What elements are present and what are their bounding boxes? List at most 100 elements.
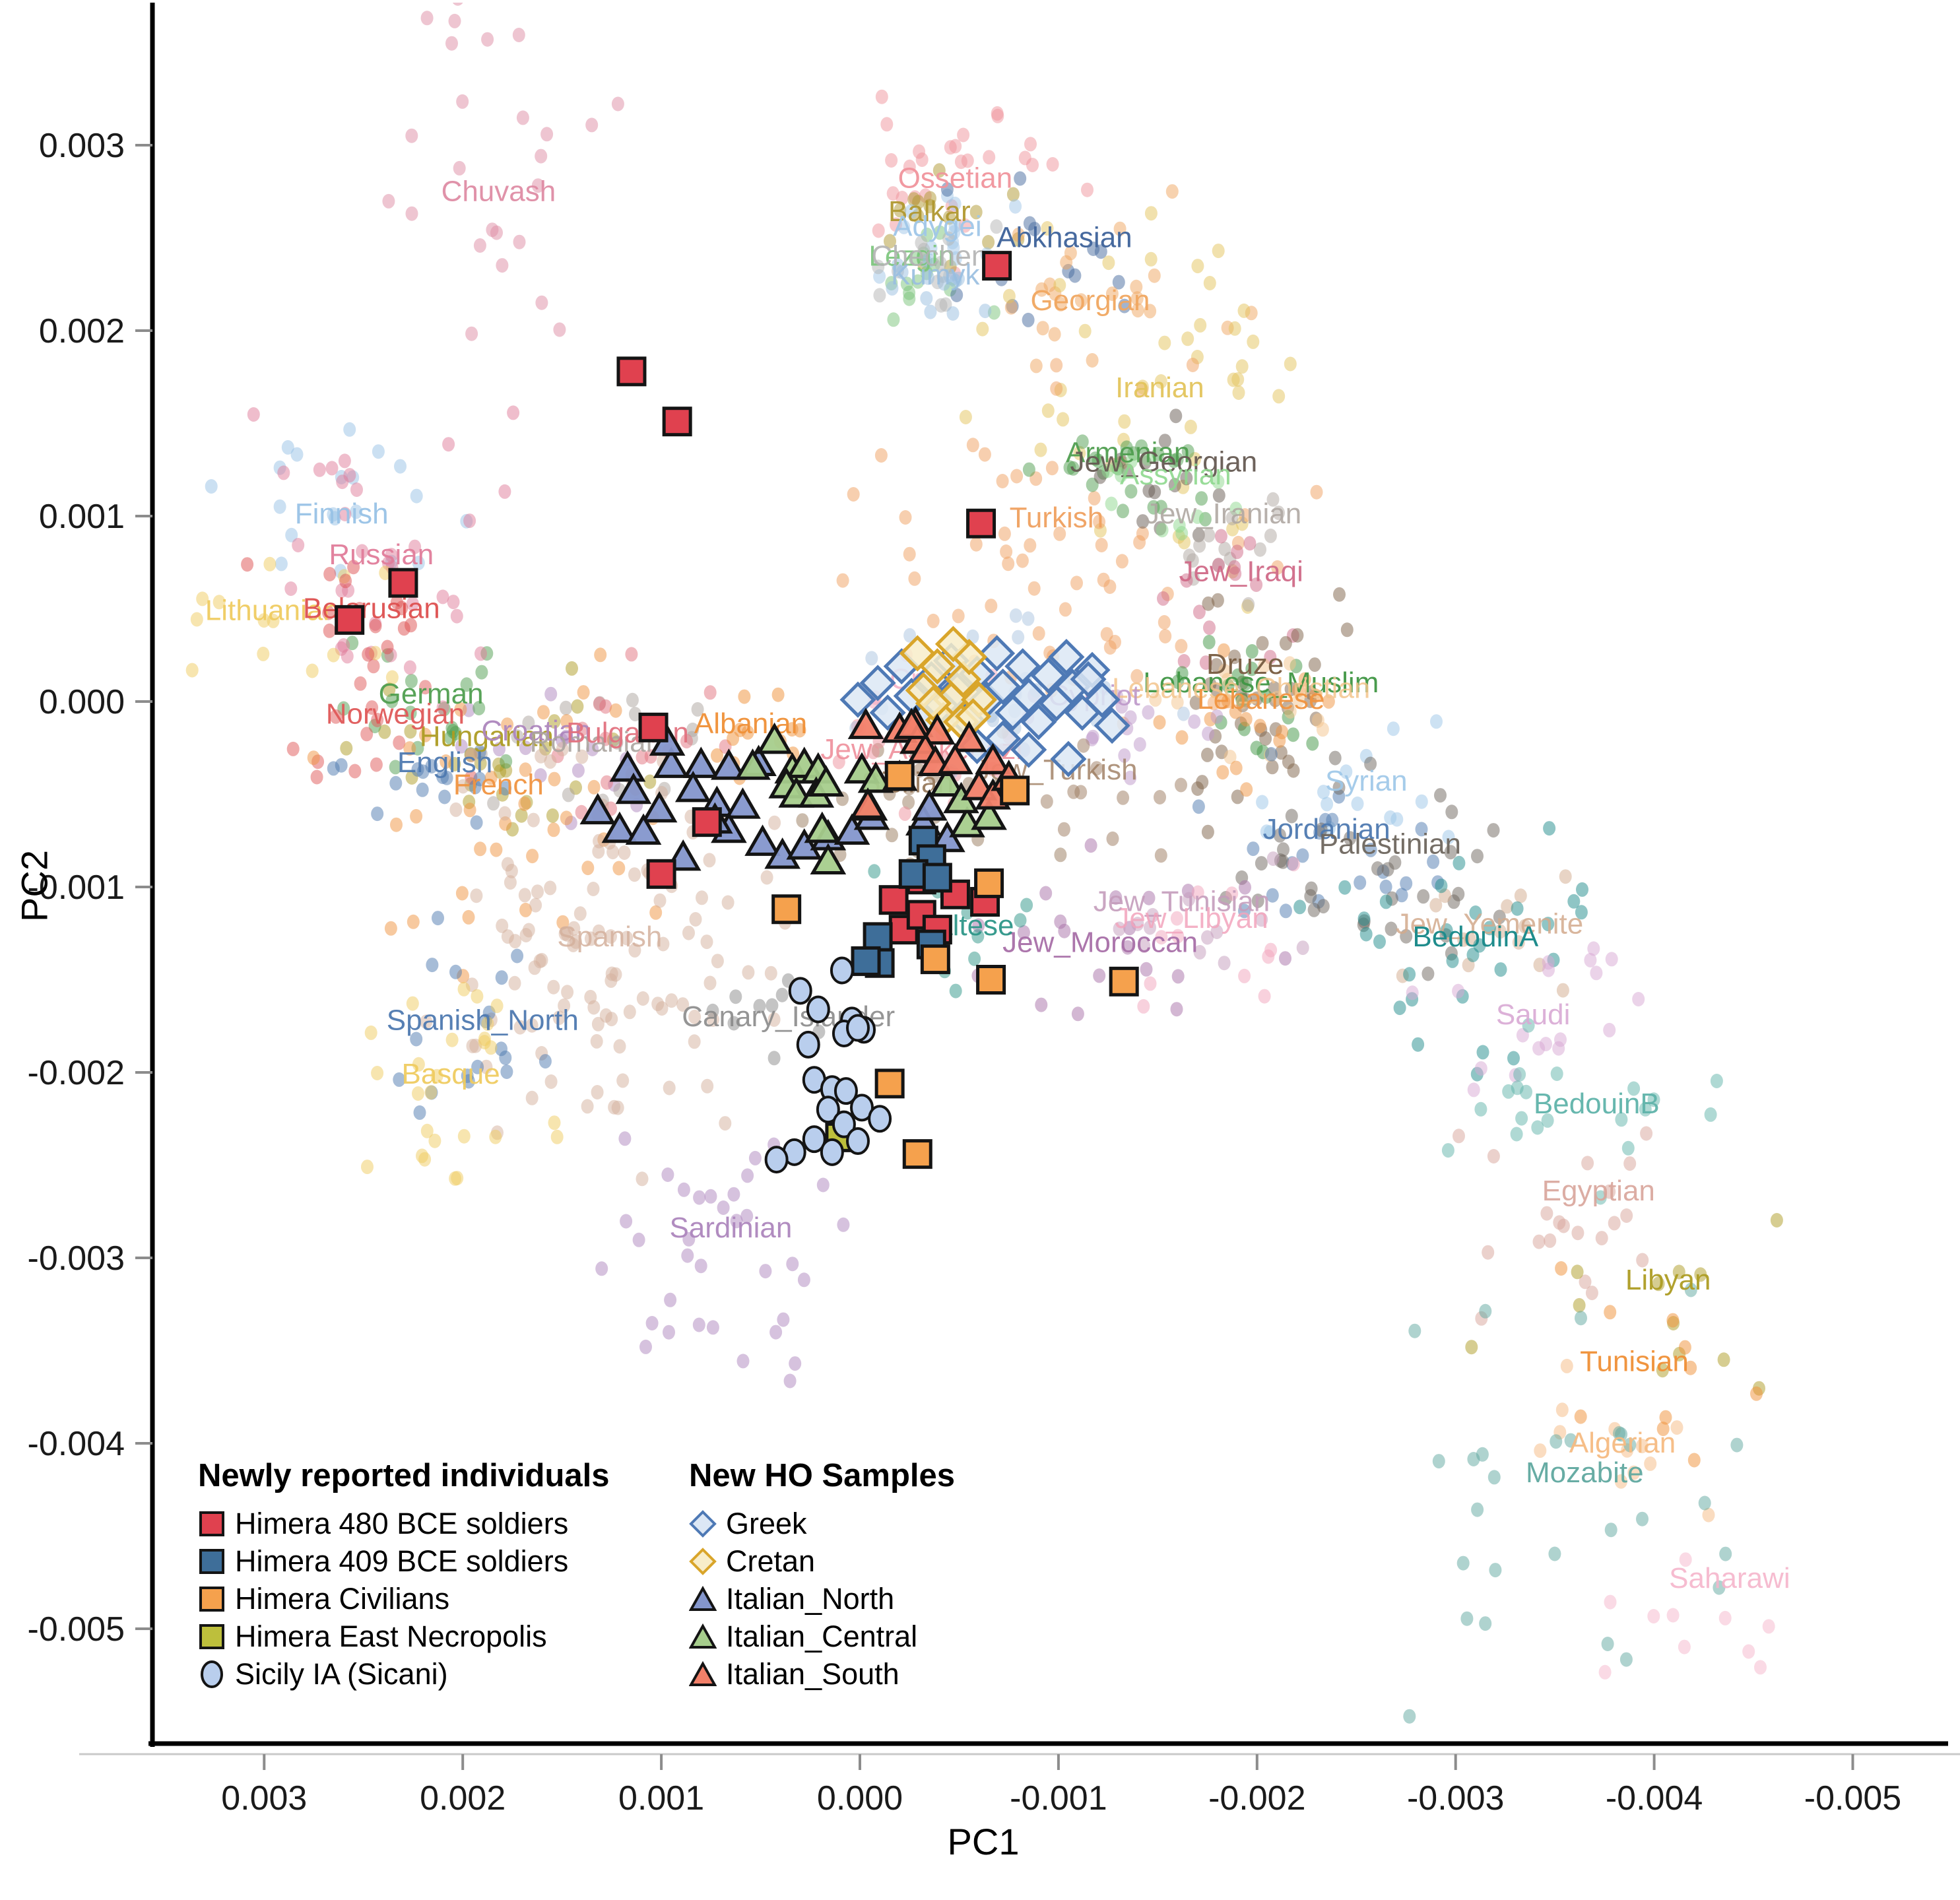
bg-dot-BedouinA	[1446, 953, 1459, 968]
bg-dot-Iranian	[1144, 251, 1158, 267]
italian-north-triangle-icon	[688, 1585, 717, 1613]
bg-dot-BedouinA	[1494, 962, 1507, 977]
bg-dot-Balkar	[894, 203, 907, 218]
bg-dot-Assyrian	[1101, 463, 1115, 478]
bg-dot-Abkhasian	[1014, 171, 1027, 186]
bg-dot-Druze	[1287, 763, 1300, 778]
population-label-Croatian: Croatian	[481, 715, 591, 747]
bg-dot-Spanish	[496, 918, 509, 933]
bg-dot-Armenian	[1066, 461, 1080, 476]
bg-dot-Jew_Moroccan	[1093, 968, 1106, 983]
bg-dot-Chechen	[934, 298, 948, 313]
bg-dot-Mozabite	[1698, 1495, 1711, 1511]
bg-dot-Egyptian	[1585, 1286, 1598, 1301]
cretan-diamond-icon	[689, 1547, 717, 1575]
bg-dot-French	[612, 861, 626, 876]
bg-dot-Assyrian	[1105, 496, 1118, 511]
bg-dot-Turkish	[1159, 629, 1172, 643]
bg-dot-Turkish	[1028, 581, 1041, 596]
bg-dot-Turkish	[1024, 538, 1037, 553]
bg-dot-Lebanese	[1240, 782, 1253, 797]
bg-dot-Chuvash	[405, 206, 418, 221]
bg-dot-Iranian	[1073, 445, 1086, 461]
bg-dot-Norwegian	[367, 659, 380, 674]
bg-dot-English	[438, 789, 451, 804]
bg-dot-Spanish	[701, 1078, 714, 1094]
legend-marker	[201, 1660, 223, 1688]
bg-dot-Jew_Iranian	[1202, 528, 1216, 542]
bg-dot-Algerian	[1614, 1474, 1627, 1489]
bg-dot-Jew_Libyan	[1238, 968, 1251, 983]
bg-dot-Libyan	[1694, 1267, 1707, 1282]
bg-dot-Basque	[428, 1133, 441, 1148]
bg-dot-Spanish	[581, 1099, 594, 1114]
marker-greek	[1094, 707, 1130, 744]
bg-dot-Jew_Ashkenazi	[866, 744, 880, 760]
bg-dot-Balkar	[969, 205, 983, 220]
bg-dot-Spanish_North	[413, 1105, 426, 1120]
legend-title-new-ho-samples: New HO Samples	[689, 1458, 956, 1493]
bg-dot-Albanian	[738, 689, 751, 704]
bg-dot-Turkish	[1059, 602, 1072, 617]
marker-italian-north	[682, 746, 719, 778]
bg-dot-BedouinA	[1357, 911, 1371, 927]
marker-himera-409-bce-soldiers	[851, 946, 881, 976]
bg-dot-BedouinA	[1359, 927, 1373, 942]
bg-dot-BedouinB	[1639, 1101, 1652, 1117]
bg-dot-Belarusian	[362, 647, 375, 662]
bg-dot-Ossetian	[954, 154, 967, 170]
bg-dot-Syrian	[1317, 785, 1330, 800]
population-label-Norwegian: Norwegian	[326, 698, 465, 731]
bg-dot-Mozabite	[1479, 1616, 1492, 1631]
bg-dot-Mozabite	[1403, 1709, 1416, 1724]
bg-dot-BedouinA	[1473, 938, 1486, 953]
marker-greek	[859, 665, 896, 702]
bg-dot-Iranian	[1184, 419, 1197, 434]
bg-dot-Palestinian	[1381, 862, 1394, 877]
population-label-Druze: Druze	[1206, 648, 1284, 680]
bg-dot-Chuvash	[473, 238, 486, 253]
marker-italian-north	[674, 770, 711, 803]
bg-dot-Spanish	[623, 1004, 636, 1020]
bg-dot-Palestinian	[1400, 929, 1413, 944]
bg-dot-Cypriot	[1115, 699, 1128, 714]
population-label-Jew_Yemenite: Jew_Yemenite	[1396, 907, 1584, 940]
bg-dot-Spanish	[501, 857, 514, 872]
bg-dot-Egyptian	[1571, 1226, 1584, 1241]
bg-dot-Spanish	[518, 888, 531, 903]
bg-dot-Jew_Iraqi	[1199, 655, 1212, 671]
bg-dot-Armenian	[1147, 500, 1160, 515]
bg-dot-Greek_HO_dots	[1177, 706, 1190, 721]
bg-dot-Egyptian	[1603, 1184, 1616, 1199]
bg-dot-Abkhasian	[950, 288, 964, 302]
bg-dot-Mozabite	[1601, 1637, 1614, 1651]
bg-dot-Lebanese_Christian	[1311, 713, 1324, 728]
bg-dot-Spanish	[719, 1116, 732, 1131]
bg-dot-Jew_Moroccan	[1121, 940, 1134, 955]
bg-dot-Syrian	[1442, 830, 1455, 845]
bg-dot-Cypriot	[1188, 714, 1201, 729]
bg-dot-Druze	[1210, 682, 1223, 697]
bg-dot-Croatian	[493, 742, 506, 757]
bg-dot-Jew_Iraqi	[1250, 577, 1263, 592]
bg-dot-Spanish	[618, 845, 631, 860]
bg-dot-Turkish	[966, 438, 979, 453]
population-label-Armenian: Armenian	[1066, 437, 1190, 469]
bg-dot-Palestinian	[1434, 788, 1447, 803]
bg-dot-Mozabite	[1619, 1652, 1633, 1667]
bg-dot-Turkish	[1271, 560, 1284, 575]
bg-dot-Chechen	[942, 231, 956, 246]
bg-dot-Sardinian	[639, 1339, 652, 1354]
bg-dot-Sardinian	[661, 1167, 674, 1182]
marker-italian-central	[804, 811, 841, 843]
bg-dot-Druze	[1259, 731, 1272, 746]
bg-dot-Sardinian	[717, 1200, 730, 1215]
marker-greek	[979, 635, 1016, 672]
bg-dot-Jew_Yemenite	[1559, 869, 1572, 884]
bg-dot-Sardinian	[759, 1264, 772, 1279]
bg-dot-Chuvash	[405, 128, 418, 143]
bg-dot-Iranian	[1247, 334, 1260, 349]
population-label-Chechen: Chechen	[871, 240, 987, 273]
bg-dot-Mozabite	[1564, 1433, 1577, 1448]
bg-dot-Jew_Tunisian	[1131, 917, 1144, 931]
